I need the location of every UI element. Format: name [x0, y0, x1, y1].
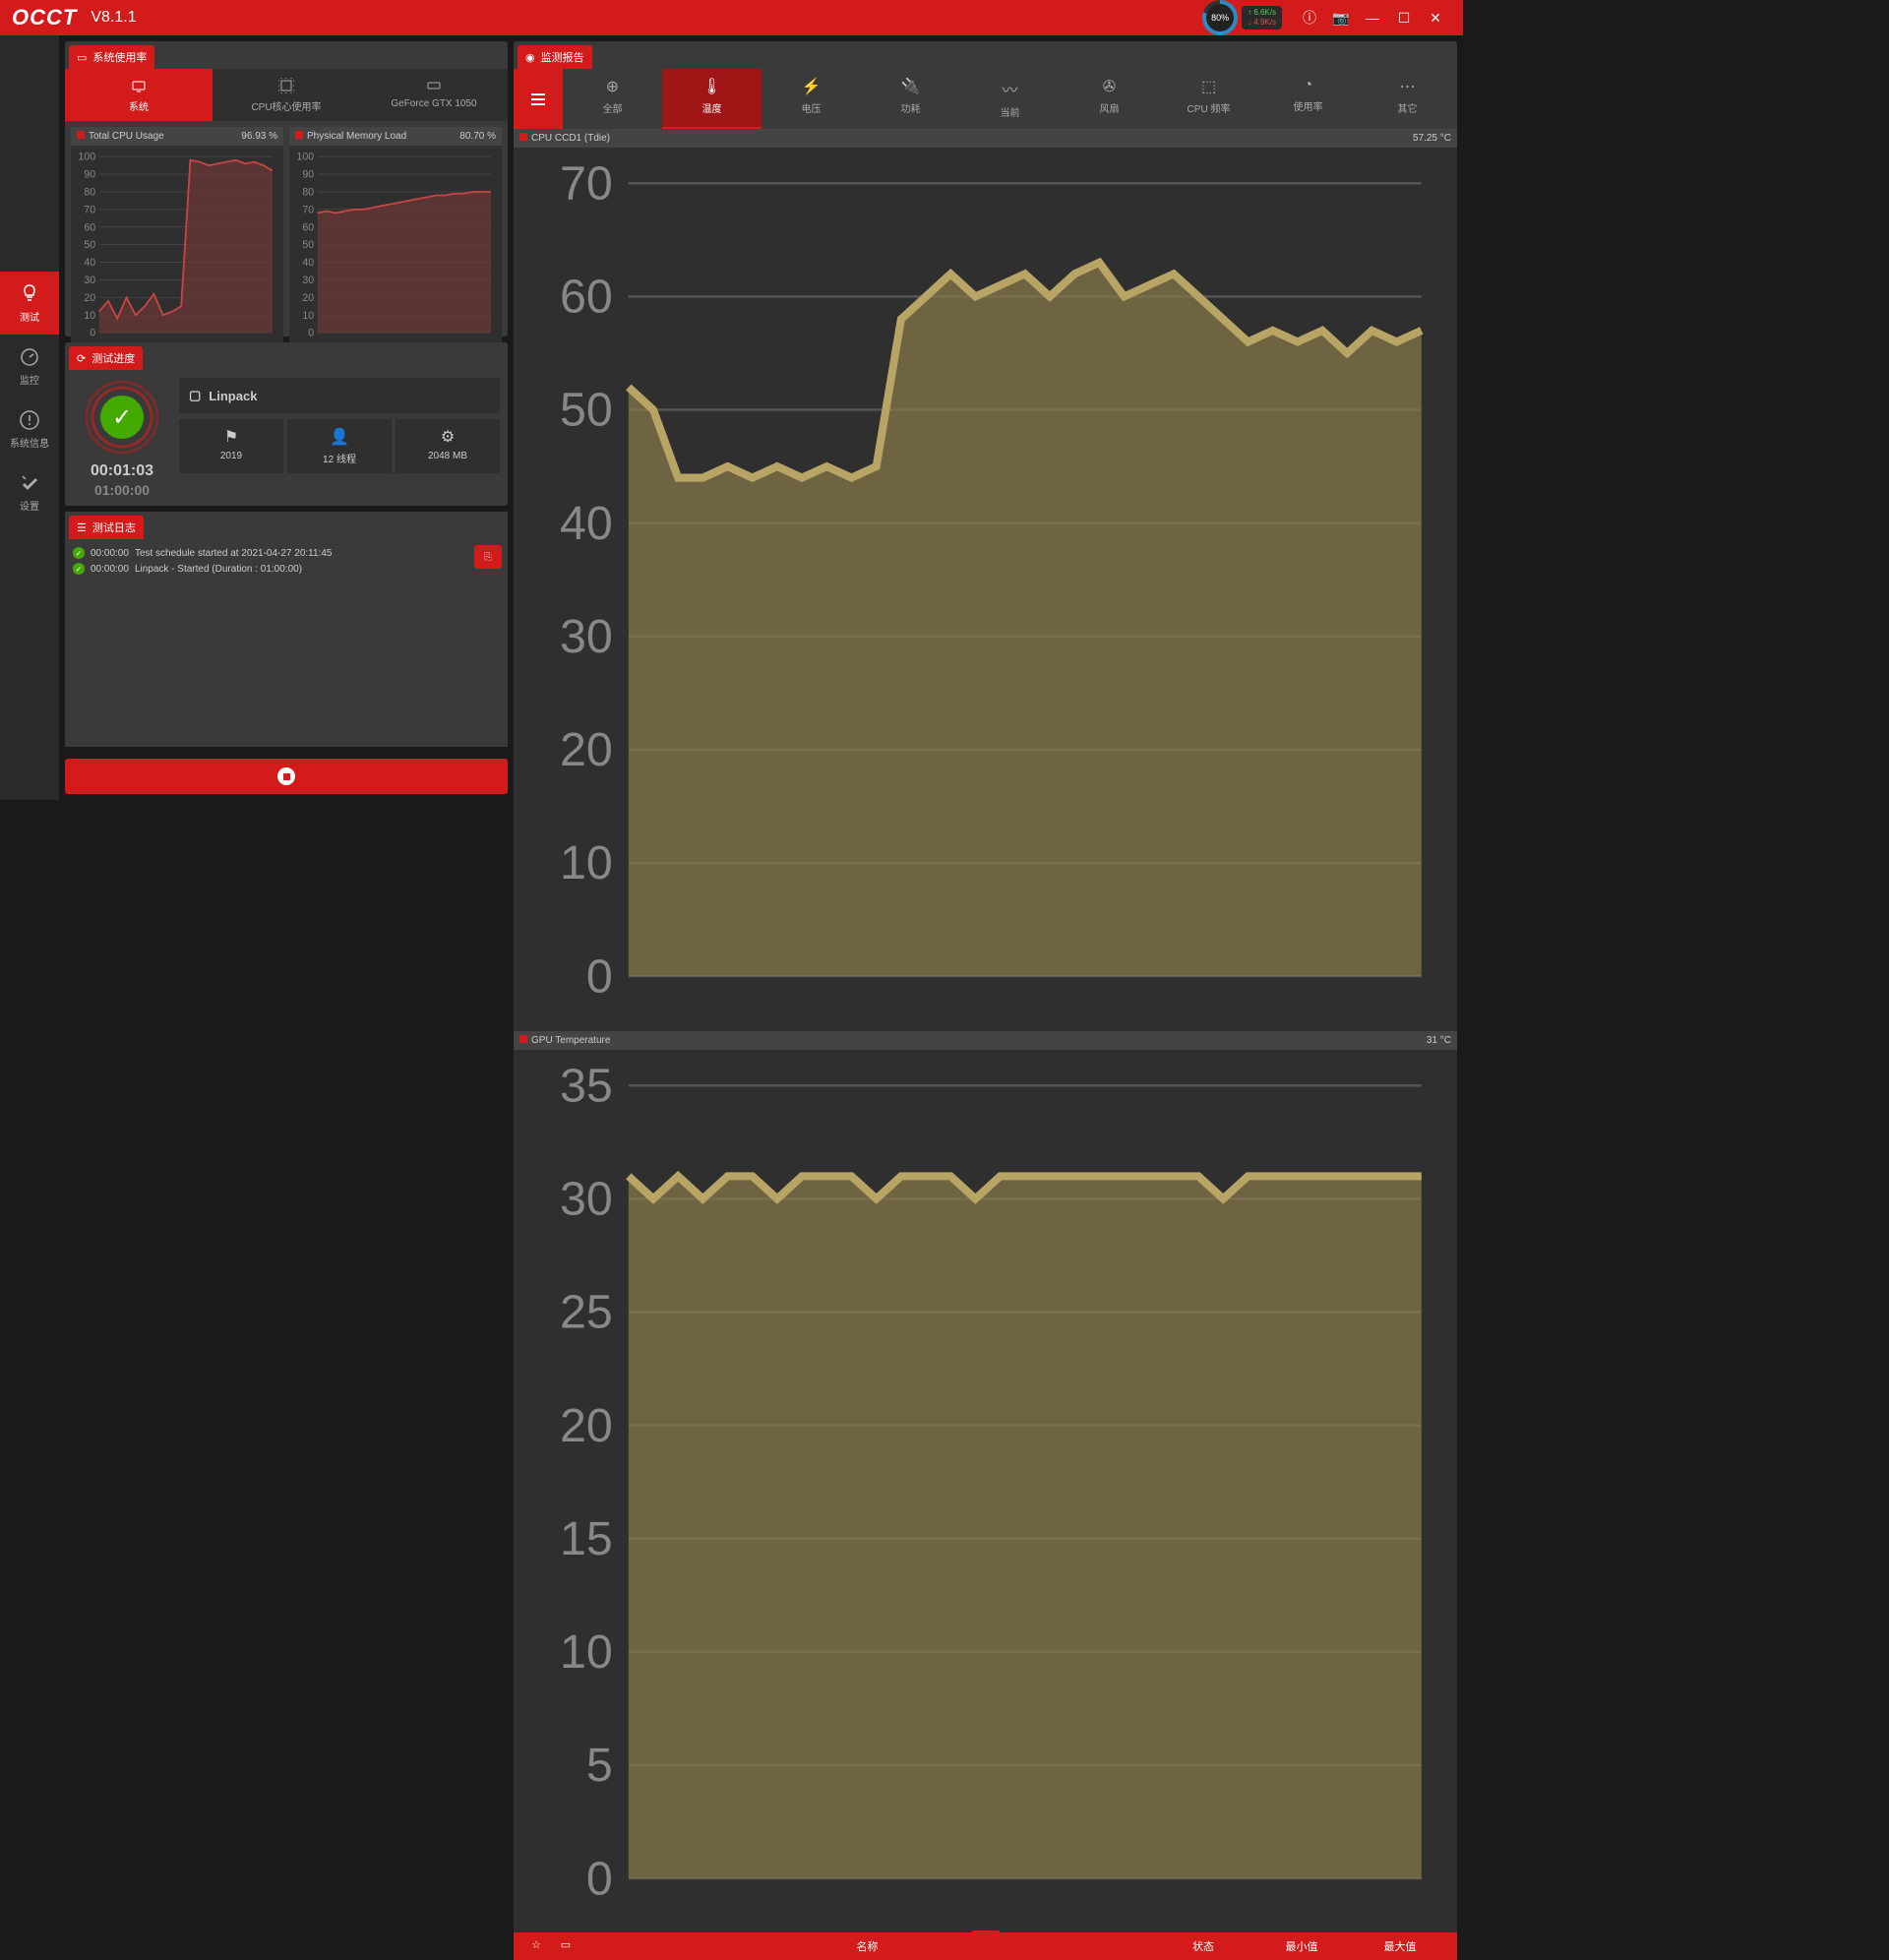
svg-text:40: 40 [84, 257, 95, 269]
nav-监控[interactable]: 监控 [0, 335, 59, 398]
display-column[interactable]: ▭ [551, 1938, 580, 1954]
maximize-button[interactable]: ☐ [1388, 2, 1420, 33]
svg-text:20: 20 [560, 1398, 613, 1451]
svg-text:60: 60 [302, 221, 314, 233]
svg-text:10: 10 [560, 836, 613, 889]
test-progress-panel: ⟳测试进度 ✓ 00:01:03 01:00:00 ▢Linpack [65, 342, 508, 506]
nav-设置[interactable]: 设置 [0, 460, 59, 523]
log-entry: ✓00:00:00Linpack - Started (Duration : 0… [73, 563, 500, 575]
test-progress-header: ⟳测试进度 [69, 346, 143, 370]
svg-text:0: 0 [586, 949, 613, 1003]
svg-text:30: 30 [560, 1172, 613, 1225]
svg-text:20: 20 [84, 292, 95, 304]
svg-text:70: 70 [302, 204, 314, 215]
monitor-tab-功耗[interactable]: 🔌功耗 [861, 69, 960, 129]
svg-text:0: 0 [586, 1852, 613, 1905]
test-log-header: ☰测试日志 [69, 516, 144, 539]
svg-text:0: 0 [308, 328, 314, 339]
svg-text:30: 30 [302, 275, 314, 286]
chart-Physical-Memory-Load: Physical Memory Load80.70 %0102030405060… [289, 127, 502, 347]
svg-text:10: 10 [84, 310, 95, 322]
monitor-tab-其它[interactable]: ⋯其它 [1358, 69, 1457, 129]
star-column[interactable]: ☆ [521, 1938, 551, 1954]
svg-text:100: 100 [297, 152, 315, 163]
chart-CPU-CCD1-(Tdie): CPU CCD1 (Tdie)57.25 °C010203040506070 [514, 129, 1457, 1031]
svg-text:90: 90 [84, 169, 95, 181]
progress-indicator: ✓ [83, 378, 161, 457]
test-stat-0: ⚑2019 [179, 419, 283, 473]
svg-text:10: 10 [302, 310, 314, 322]
monitor-tab-温度[interactable]: 🌡温度 [662, 69, 762, 129]
svg-text:80: 80 [302, 186, 314, 198]
svg-text:60: 60 [84, 221, 95, 233]
cpu-gauge: 80% [1202, 0, 1238, 35]
info-button[interactable]: ⓘ [1294, 2, 1325, 33]
svg-text:70: 70 [560, 156, 613, 210]
svg-text:40: 40 [302, 257, 314, 269]
system-usage-header: ▭系统使用率 [69, 45, 154, 69]
titlebar: OCCT V8.1.1 80% ↑ 6.6K/s ↓ 4.9K/s ⓘ 📷 — … [0, 0, 1463, 35]
chart-Total-CPU-Usage: Total CPU Usage96.93 %010203040506070809… [71, 127, 283, 347]
system-usage-tabs: 系统CPU核心使用率GeForce GTX 1050 [65, 69, 508, 121]
app-version: V8.1.1 [91, 9, 136, 27]
svg-text:20: 20 [302, 292, 314, 304]
svg-text:20: 20 [560, 723, 613, 776]
monitor-tab-电压[interactable]: ⚡电压 [762, 69, 861, 129]
side-navigation: 测试监控系统信息设置 [0, 35, 59, 800]
svg-text:90: 90 [302, 169, 314, 181]
stop-button[interactable] [65, 759, 508, 794]
monitor-tab-风扇[interactable]: ✇风扇 [1060, 69, 1159, 129]
monitor-tab-全部[interactable]: ⊕全部 [563, 69, 662, 129]
chart-GPU-Temperature: GPU Temperature31 °C05101520253035 [514, 1031, 1457, 1933]
nav-测试[interactable]: 测试 [0, 272, 59, 335]
svg-text:50: 50 [84, 239, 95, 251]
svg-text:10: 10 [560, 1625, 613, 1679]
svg-text:80: 80 [84, 186, 95, 198]
svg-text:60: 60 [560, 270, 613, 323]
copy-log-button[interactable]: ⎘ [474, 545, 502, 569]
log-entry: ✓00:00:00Test schedule started at 2021-0… [73, 547, 500, 559]
svg-text:50: 50 [302, 239, 314, 251]
system-usage-panel: ▭系统使用率 系统CPU核心使用率GeForce GTX 1050 Total … [65, 41, 508, 337]
app-logo: OCCT [12, 5, 77, 31]
monitor-panel: ◉监测报告 ⊕全部🌡温度⚡电压🔌功耗〰当前✇风扇⬚CPU 频率◔使用率⋯其它 C… [514, 41, 1457, 794]
monitor-tab-使用率[interactable]: ◔使用率 [1258, 69, 1358, 129]
network-stat: ↑ 6.6K/s ↓ 4.9K/s [1242, 6, 1282, 29]
test-log-panel: ☰测试日志 ⎘ ✓00:00:00Test schedule started a… [65, 512, 508, 747]
sys-tab-0[interactable]: 系统 [65, 69, 213, 121]
nav-系统信息[interactable]: 系统信息 [0, 398, 59, 460]
monitor-menu-button[interactable] [514, 69, 563, 129]
elapsed-time: 00:01:03 [91, 462, 153, 480]
svg-text:5: 5 [586, 1739, 613, 1792]
test-stat-1: 👤12 线程 [287, 419, 392, 473]
test-stat-2: ⚙2048 MB [396, 419, 500, 473]
svg-text:30: 30 [84, 275, 95, 286]
monitor-tab-CPU 频率[interactable]: ⬚CPU 频率 [1159, 69, 1258, 129]
close-button[interactable]: ✕ [1420, 2, 1451, 33]
svg-text:0: 0 [90, 328, 95, 339]
total-time: 01:00:00 [91, 482, 153, 498]
screenshot-button[interactable]: 📷 [1325, 2, 1357, 33]
minimize-button[interactable]: — [1357, 2, 1388, 33]
svg-text:15: 15 [560, 1511, 613, 1564]
svg-text:100: 100 [79, 152, 96, 163]
sys-tab-1[interactable]: CPU核心使用率 [213, 69, 360, 121]
svg-text:50: 50 [560, 384, 613, 437]
svg-text:70: 70 [84, 204, 95, 215]
svg-text:35: 35 [560, 1059, 613, 1112]
monitor-tab-当前[interactable]: 〰当前 [960, 69, 1060, 129]
sys-tab-2[interactable]: GeForce GTX 1050 [360, 69, 508, 121]
test-name: ▢Linpack [179, 378, 500, 413]
svg-text:25: 25 [560, 1285, 613, 1338]
svg-text:40: 40 [560, 497, 613, 550]
svg-text:30: 30 [560, 610, 613, 663]
monitor-header: ◉监测报告 [518, 45, 592, 69]
